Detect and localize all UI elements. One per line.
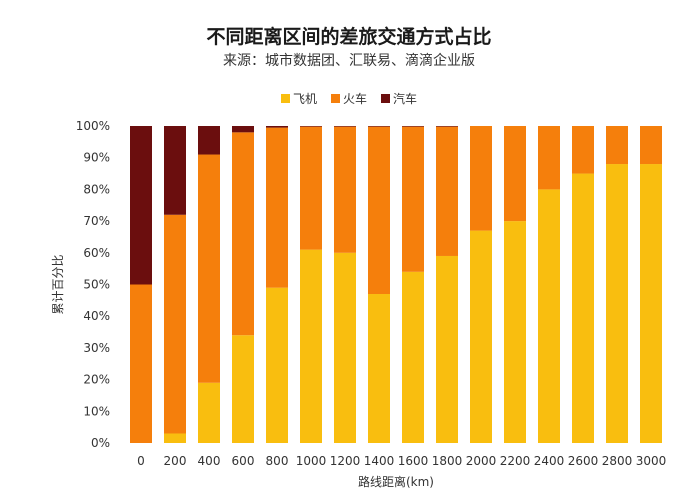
- bar-train: [538, 126, 560, 190]
- x-tick-label: 1600: [398, 454, 429, 468]
- bar-car: [266, 126, 288, 128]
- bar-plane: [266, 287, 288, 443]
- bar-train: [368, 126, 390, 295]
- bar-car: [198, 126, 220, 155]
- chart-subtitle: 来源：城市数据团、汇联易、滴滴企业版: [223, 53, 475, 69]
- x-tick-label: 3000: [636, 454, 667, 468]
- bar-train: [436, 126, 458, 256]
- x-tick-label: 1200: [330, 454, 361, 468]
- bar-plane: [572, 173, 594, 444]
- bar-car: [436, 126, 458, 127]
- bar-train: [300, 126, 322, 250]
- y-tick-label: 10%: [83, 404, 110, 418]
- bar-plane: [334, 252, 356, 443]
- bar-plane: [164, 433, 186, 443]
- bar-plane: [198, 382, 220, 443]
- legend-swatch-plane: [280, 94, 290, 103]
- bar-train: [164, 214, 186, 434]
- y-tick-label: 90%: [83, 151, 110, 165]
- bar-plane: [470, 230, 492, 443]
- y-tick-label: 0%: [91, 436, 110, 450]
- legend-label-train: 火车: [342, 92, 367, 106]
- bar-train: [130, 284, 152, 443]
- y-axis-title: 累计百分比: [51, 254, 65, 314]
- legend-item-train: 火车: [330, 90, 367, 107]
- legend-item-plane: 飞机: [280, 90, 317, 107]
- bar-plane: [232, 335, 254, 443]
- bar-plane: [436, 255, 458, 443]
- bar-car: [300, 126, 322, 127]
- bar-plane: [368, 294, 390, 443]
- x-tick-label: 200: [164, 454, 187, 468]
- bar-car: [334, 126, 356, 127]
- bar-car: [368, 126, 390, 127]
- y-tick-label: 40%: [83, 309, 110, 323]
- bar-train: [402, 126, 424, 272]
- bar-plane: [606, 164, 628, 444]
- bar-train: [504, 126, 526, 222]
- bar-car: [130, 126, 152, 285]
- y-tick-label: 80%: [83, 182, 110, 196]
- bar-plane: [402, 271, 424, 443]
- bar-train: [572, 126, 594, 174]
- legend: 飞机 火车 汽车: [0, 90, 698, 107]
- bar-train: [606, 126, 628, 165]
- y-tick-label: 20%: [83, 373, 110, 387]
- x-tick-label: 2600: [568, 454, 599, 468]
- y-tick-label: 100%: [76, 119, 110, 133]
- legend-swatch-car: [381, 94, 390, 103]
- legend-label-car: 汽车: [393, 92, 418, 106]
- x-tick-label: 2400: [534, 454, 565, 468]
- bar-car: [402, 126, 424, 127]
- x-axis-title: 路线距离(km): [358, 474, 434, 489]
- y-tick-label: 70%: [83, 214, 110, 228]
- x-tick-label: 1000: [296, 454, 327, 468]
- x-tick-label: 2800: [602, 454, 633, 468]
- bar-plane: [504, 221, 526, 443]
- bar-train: [266, 127, 288, 288]
- chart-title: 不同距离区间的差旅交通方式占比: [206, 26, 492, 48]
- y-tick-label: 50%: [83, 278, 110, 292]
- bar-train: [198, 154, 220, 383]
- legend-item-car: 汽车: [381, 90, 417, 107]
- x-tick-label: 1400: [364, 454, 395, 468]
- bar-plane: [538, 189, 560, 443]
- bar-car: [164, 126, 186, 215]
- x-tick-label: 600: [232, 454, 255, 468]
- bar-train: [470, 126, 492, 231]
- x-tick-label: 2200: [500, 454, 531, 468]
- legend-label-plane: 飞机: [292, 92, 317, 106]
- y-tick-label: 30%: [83, 341, 110, 355]
- legend-swatch-train: [330, 94, 340, 103]
- bar-plane: [640, 164, 662, 444]
- x-tick-label: 1800: [432, 454, 463, 468]
- x-tick-label: 2000: [466, 454, 497, 468]
- bar-train: [640, 126, 662, 165]
- bar-train: [232, 132, 254, 336]
- x-tick-label: 0: [137, 454, 145, 468]
- x-tick-label: 800: [266, 454, 289, 468]
- bar-car: [232, 126, 254, 133]
- bar-plane: [300, 249, 322, 443]
- x-tick-label: 400: [198, 454, 221, 468]
- y-tick-label: 60%: [83, 246, 110, 260]
- bar-train: [334, 126, 356, 253]
